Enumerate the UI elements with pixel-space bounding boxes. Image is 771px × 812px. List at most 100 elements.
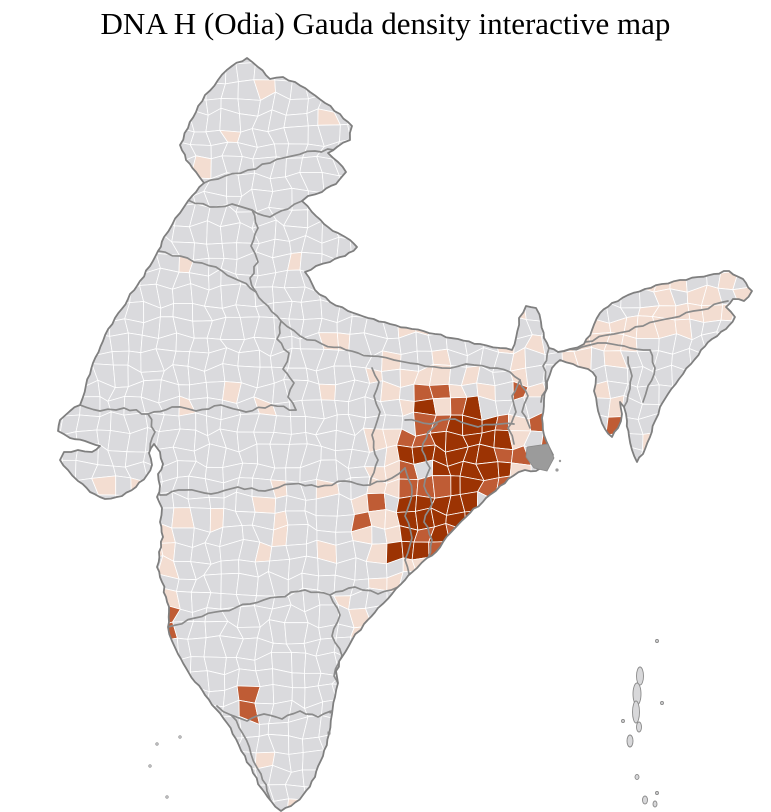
district-cell[interactable] xyxy=(481,223,498,245)
district-cell[interactable] xyxy=(748,191,766,211)
district-cell[interactable] xyxy=(29,145,52,160)
district-cell[interactable] xyxy=(384,192,402,210)
district-cell[interactable] xyxy=(572,175,594,197)
district-cell[interactable] xyxy=(477,50,501,68)
district-cell[interactable] xyxy=(748,239,770,260)
district-cell[interactable] xyxy=(427,587,450,612)
district-cell[interactable] xyxy=(463,574,483,596)
district-cell[interactable] xyxy=(543,187,564,212)
district-cell[interactable] xyxy=(160,684,180,706)
district-cell[interactable] xyxy=(75,171,93,194)
district-cell[interactable] xyxy=(219,49,237,65)
district-cell[interactable] xyxy=(767,476,771,500)
district-cell[interactable] xyxy=(573,623,596,637)
district-cell[interactable] xyxy=(588,543,613,564)
district-cell[interactable] xyxy=(481,111,501,130)
district-cell[interactable] xyxy=(62,211,84,225)
district-cell[interactable] xyxy=(172,75,190,100)
district-cell[interactable] xyxy=(379,47,403,65)
district-cell[interactable] xyxy=(400,189,421,210)
district-cell[interactable] xyxy=(640,127,656,149)
district-cell[interactable] xyxy=(288,432,308,445)
district-cell[interactable] xyxy=(127,332,143,354)
district-cell[interactable] xyxy=(396,592,414,612)
district-cell[interactable] xyxy=(636,608,658,624)
district-cell[interactable] xyxy=(765,270,771,290)
district-cell[interactable] xyxy=(35,192,48,212)
district-cell[interactable] xyxy=(368,142,386,160)
district-cell[interactable] xyxy=(191,750,211,773)
district-cell[interactable] xyxy=(31,316,50,341)
district-cell[interactable] xyxy=(507,555,528,576)
district-cell[interactable] xyxy=(748,203,770,225)
district-cell[interactable] xyxy=(380,751,404,771)
district-cell[interactable] xyxy=(530,719,544,741)
district-cell[interactable] xyxy=(76,318,95,337)
district-cell[interactable] xyxy=(45,541,63,562)
district-cell[interactable] xyxy=(459,172,483,196)
district-cell[interactable] xyxy=(128,608,149,624)
district-cell[interactable] xyxy=(427,668,447,692)
district-cell[interactable] xyxy=(283,113,309,129)
district-cell[interactable] xyxy=(688,587,709,609)
district-cell[interactable] xyxy=(672,764,691,784)
district-cell[interactable] xyxy=(429,203,449,227)
district-cell[interactable] xyxy=(78,765,97,788)
district-cell[interactable] xyxy=(608,492,623,514)
district-cell[interactable] xyxy=(605,432,625,448)
district-cell[interactable] xyxy=(32,464,52,483)
district-cell[interactable] xyxy=(765,288,771,305)
district-cell[interactable] xyxy=(63,91,79,110)
district-cell[interactable] xyxy=(750,754,770,766)
district-cell[interactable] xyxy=(669,172,687,197)
district-cell[interactable] xyxy=(572,189,592,213)
district-cell[interactable] xyxy=(702,256,724,276)
district-cell[interactable] xyxy=(684,541,707,564)
district-cell[interactable] xyxy=(541,691,565,701)
district-cell[interactable] xyxy=(589,492,613,514)
district-cell[interactable] xyxy=(701,221,721,244)
district-cell[interactable] xyxy=(306,49,323,67)
district-cell[interactable] xyxy=(411,110,431,130)
district-cell[interactable] xyxy=(459,111,485,130)
district-cell[interactable] xyxy=(560,699,580,721)
district-cell[interactable] xyxy=(654,192,671,210)
district-cell[interactable] xyxy=(636,208,659,228)
district-cell[interactable] xyxy=(123,495,147,514)
district-cell[interactable] xyxy=(385,795,403,812)
district-cell[interactable] xyxy=(176,176,194,197)
district-cell[interactable] xyxy=(669,237,688,260)
district-cell[interactable] xyxy=(604,657,627,675)
district-cell[interactable] xyxy=(479,208,498,228)
district-cell[interactable] xyxy=(432,795,450,812)
district-cell[interactable] xyxy=(46,140,66,164)
district-cell[interactable] xyxy=(476,637,500,658)
district-cell[interactable] xyxy=(556,429,577,449)
district-cell[interactable] xyxy=(557,635,579,660)
district-cell[interactable] xyxy=(49,507,62,533)
district-cell[interactable] xyxy=(703,541,722,564)
district-cell[interactable] xyxy=(99,587,113,608)
district-cell[interactable] xyxy=(588,748,612,773)
district-cell[interactable] xyxy=(381,235,405,254)
district-cell[interactable] xyxy=(589,175,610,193)
district-cell[interactable] xyxy=(683,172,706,197)
district-cell[interactable] xyxy=(653,653,672,670)
district-cell[interactable] xyxy=(766,318,771,339)
district-cell[interactable] xyxy=(129,189,144,207)
district-cell[interactable] xyxy=(705,607,719,626)
district-cell[interactable] xyxy=(619,605,638,627)
district-cell[interactable] xyxy=(208,780,226,798)
district-cell[interactable] xyxy=(412,718,435,736)
district-cell[interactable] xyxy=(363,253,387,277)
district-cell[interactable] xyxy=(93,286,115,309)
district-cell[interactable] xyxy=(494,194,514,212)
district-cell[interactable] xyxy=(607,755,627,773)
district-cell[interactable] xyxy=(685,764,709,783)
district-cell[interactable] xyxy=(511,46,530,69)
district-cell[interactable] xyxy=(397,80,419,100)
district-cell[interactable] xyxy=(701,75,720,97)
district-cell[interactable] xyxy=(716,705,740,723)
district-cell[interactable] xyxy=(411,604,434,628)
island[interactable] xyxy=(626,734,634,748)
